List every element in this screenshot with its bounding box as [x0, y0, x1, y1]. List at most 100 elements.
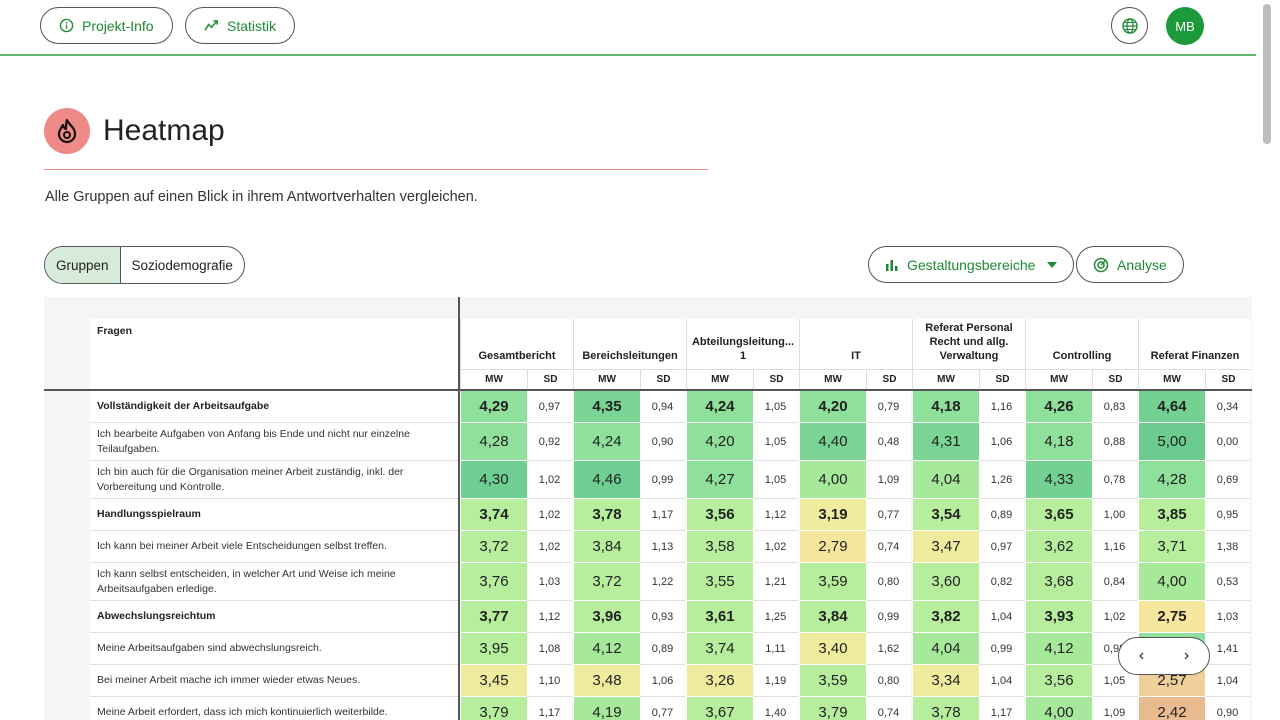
sd-cell: 1,03 [527, 563, 572, 601]
mw-cell: 3,65 [1025, 499, 1092, 531]
analysis-icon [1093, 257, 1109, 272]
mw-cell: 4,33 [1025, 461, 1092, 499]
mw-cell: 3,68 [1025, 563, 1092, 601]
mw-cell: 3,78 [573, 499, 640, 531]
sd-cell: 0,78 [1092, 461, 1137, 499]
category-row-label: Vollständigkeit der Arbeitsaufgabe [90, 391, 459, 423]
sd-cell: 0,90 [1205, 697, 1250, 720]
mw-cell: 3,58 [686, 531, 753, 563]
mw-cell: 3,96 [573, 601, 640, 633]
projekt-info-label: Projekt-Info [82, 17, 154, 34]
mw-cell: 4,00 [799, 461, 866, 499]
mw-header: MW [460, 369, 527, 389]
sd-cell: 1,10 [527, 665, 572, 697]
avatar[interactable]: MB [1166, 7, 1204, 45]
sd-header: SD [1092, 369, 1138, 389]
sd-cell: 1,02 [527, 499, 572, 531]
mw-cell: 3,72 [460, 531, 527, 563]
sd-header: SD [640, 369, 686, 389]
sd-cell: 1,38 [1205, 531, 1250, 563]
mw-header: MW [686, 369, 753, 389]
mw-cell: 3,79 [799, 697, 866, 720]
toggle-gruppen[interactable]: Gruppen [45, 247, 121, 283]
sd-cell: 1,41 [1205, 633, 1250, 665]
mw-cell: 3,54 [912, 499, 979, 531]
mw-cell: 4,19 [573, 697, 640, 720]
projekt-info-button[interactable]: Projekt-Info [40, 7, 173, 44]
group-header: Referat Personal Recht und allg. Verwalt… [912, 319, 1025, 369]
mw-cell: 4,64 [1138, 391, 1205, 423]
mw-cell: 3,79 [460, 697, 527, 720]
sd-cell: 1,12 [753, 499, 798, 531]
sd-cell: 1,16 [1092, 531, 1137, 563]
mw-cell: 3,74 [460, 499, 527, 531]
sd-cell: 0,74 [866, 697, 911, 720]
group-header: Controlling [1025, 319, 1138, 369]
sd-cell: 1,02 [1092, 601, 1137, 633]
mw-cell: 4,31 [912, 423, 979, 461]
mw-cell: 3,78 [912, 697, 979, 720]
sd-header: SD [527, 369, 573, 389]
sd-cell: 1,17 [527, 697, 572, 720]
sd-cell: 0,83 [1092, 391, 1137, 423]
question-row-label: Ich bin auch für die Organisation meiner… [90, 461, 459, 499]
sd-cell: 1,40 [753, 697, 798, 720]
sd-cell: 1,04 [979, 601, 1024, 633]
sd-cell: 1,16 [979, 391, 1024, 423]
sd-cell: 0,77 [866, 499, 911, 531]
mw-cell: 4,30 [460, 461, 527, 499]
scrollbar-thumb[interactable] [1263, 4, 1271, 144]
table-divider-horizontal [44, 389, 1252, 391]
sd-cell: 0,99 [640, 461, 685, 499]
mw-cell: 3,62 [1025, 531, 1092, 563]
analyse-button[interactable]: Analyse [1076, 246, 1184, 283]
category-row-label: Handlungsspielraum [90, 499, 459, 531]
sd-cell: 0,95 [1205, 499, 1250, 531]
sd-cell: 0,80 [866, 563, 911, 601]
mw-cell: 3,56 [686, 499, 753, 531]
sd-cell: 1,04 [1205, 665, 1250, 697]
mw-cell: 3,59 [799, 563, 866, 601]
mw-cell: 3,26 [686, 665, 753, 697]
mw-cell: 5,00 [1138, 423, 1205, 461]
mw-cell: 4,18 [912, 391, 979, 423]
mw-cell: 4,12 [573, 633, 640, 665]
mw-cell: 4,35 [573, 391, 640, 423]
mw-cell: 4,27 [686, 461, 753, 499]
statistik-button[interactable]: Statistik [185, 7, 296, 44]
chevron-left-icon[interactable]: ‹ [1138, 647, 1145, 664]
vertical-scrollbar[interactable] [1256, 0, 1280, 720]
group-header: Referat Finanzen [1138, 319, 1251, 369]
sd-cell: 0,89 [640, 633, 685, 665]
chevron-right-icon[interactable]: › [1183, 647, 1190, 664]
mw-cell: 3,19 [799, 499, 866, 531]
sd-cell: 1,17 [640, 499, 685, 531]
sd-cell: 1,11 [753, 633, 798, 665]
statistik-label: Statistik [227, 17, 277, 34]
sd-header: SD [866, 369, 912, 389]
statistics-icon [204, 20, 218, 31]
mw-cell: 2,79 [799, 531, 866, 563]
heatmap-icon [44, 108, 90, 154]
sd-cell: 1,05 [753, 461, 798, 499]
sd-cell: 0,99 [866, 601, 911, 633]
sd-cell: 1,62 [866, 633, 911, 665]
mw-cell: 4,00 [1025, 697, 1092, 720]
sd-cell: 1,04 [979, 665, 1024, 697]
mw-cell: 3,61 [686, 601, 753, 633]
gestaltungsbereiche-dropdown[interactable]: Gestaltungsbereiche [868, 246, 1075, 283]
mw-cell: 3,60 [912, 563, 979, 601]
language-button[interactable] [1111, 7, 1148, 44]
mw-cell: 3,71 [1138, 531, 1205, 563]
mw-header: MW [573, 369, 640, 389]
flame-icon [57, 118, 77, 144]
sd-cell: 0,74 [866, 531, 911, 563]
sd-cell: 0,79 [866, 391, 911, 423]
sd-cell: 1,09 [1092, 697, 1137, 720]
mw-header: MW [799, 369, 866, 389]
table-header: Fragen Gesamtbericht MW SD Bereichsleitunge… [44, 297, 1252, 391]
toggle-soziodemografie[interactable]: Soziodemografie [131, 257, 233, 273]
page-title: Heatmap [103, 114, 225, 147]
mw-cell: 4,20 [686, 423, 753, 461]
mw-cell: 3,59 [799, 665, 866, 697]
